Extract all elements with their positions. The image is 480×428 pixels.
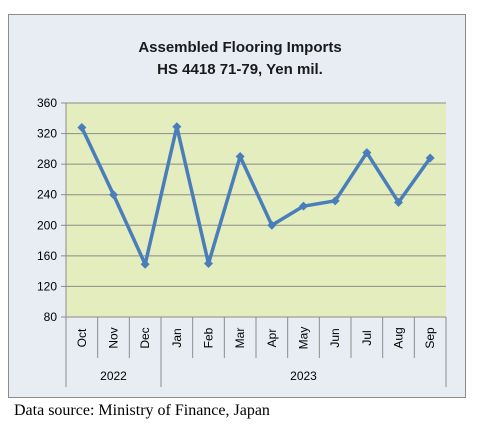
- data-point: [235, 152, 245, 161]
- chart-subtitle: HS 4418 71-79, Yen mil.: [157, 61, 323, 78]
- x-category-label: May: [297, 327, 311, 350]
- x-category-label: Oct: [75, 328, 89, 347]
- x-category-label: Apr: [265, 329, 279, 348]
- x-category-label: Mar: [233, 328, 247, 349]
- series-layer: [77, 122, 435, 269]
- data-source-note: Data source: Ministry of Finance, Japan: [14, 402, 270, 419]
- data-point: [267, 220, 277, 230]
- x-category-label: Jun: [328, 328, 342, 347]
- series-line: [80, 124, 432, 267]
- x-year-label: 2023: [290, 369, 317, 383]
- y-axis-tick-labels: 80 120 160 200 240 280 320 360: [37, 96, 66, 324]
- data-point: [140, 259, 150, 269]
- x-category-label: Jul: [360, 330, 374, 345]
- y-tick-label: 160: [37, 249, 57, 263]
- data-point: [172, 122, 182, 132]
- x-category-label: Jan: [170, 328, 184, 347]
- chart-title: Assembled Flooring Imports: [138, 39, 341, 56]
- y-tick-label: 320: [37, 127, 57, 141]
- data-point: [204, 259, 213, 268]
- data-point: [299, 201, 308, 211]
- data-point: [425, 153, 435, 163]
- x-category-label: Feb: [202, 327, 216, 348]
- x-category-label: Aug: [392, 327, 406, 348]
- data-point: [362, 148, 372, 158]
- y-tick-label: 280: [37, 157, 57, 171]
- line-chart: Assembled Flooring Imports HS 4418 71-79…: [8, 14, 466, 398]
- y-tick-label: 200: [37, 218, 57, 232]
- chart-frame: Assembled Flooring Imports HS 4418 71-79…: [8, 14, 466, 398]
- x-category-label: Dec: [138, 327, 152, 348]
- plot-area: [66, 103, 446, 317]
- x-year-label: 2022: [100, 369, 127, 383]
- y-tick-label: 80: [44, 310, 58, 324]
- x-axis: Oct Nov Dec Jan Feb Mar Apr May Jun Jul Aug Sep 2022…: [65, 316, 447, 387]
- y-tick-label: 240: [37, 188, 57, 202]
- data-point: [109, 190, 118, 200]
- y-tick-label: 120: [37, 279, 57, 293]
- y-tick-label: 360: [37, 96, 57, 110]
- data-point: [330, 196, 340, 206]
- data-point: [77, 122, 87, 132]
- x-category-label: Sep: [423, 327, 437, 349]
- data-point: [394, 197, 403, 207]
- x-category-label: Nov: [107, 327, 121, 348]
